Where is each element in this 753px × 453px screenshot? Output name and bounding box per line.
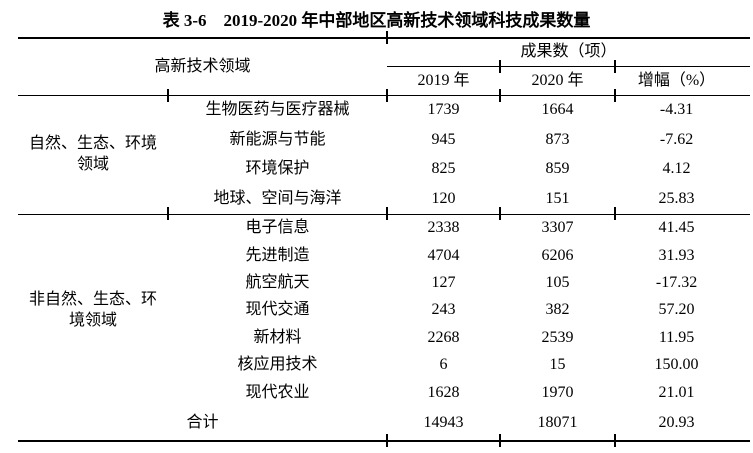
- header-results-group: 成果数（项）: [387, 38, 751, 67]
- value-growth: -7.62: [659, 130, 694, 148]
- value-growth: 25.83: [615, 184, 751, 215]
- field-cell: 现代农业: [245, 383, 310, 401]
- value-2020: 1970: [541, 383, 574, 401]
- grid-tick: [167, 207, 169, 220]
- field-cell: 航空航天: [245, 274, 310, 292]
- value-2020: 873: [545, 130, 570, 148]
- value-2019: 825: [431, 160, 456, 178]
- table-row: 核应用技术 6 15 150.00: [18, 352, 750, 379]
- table-caption: 表 3-6 2019-2020 年中部地区高新技术领域科技成果数量: [162, 11, 591, 30]
- value-2019: 243: [431, 301, 456, 319]
- grid-tick: [614, 89, 616, 102]
- header-2019: 2019 年: [387, 66, 501, 96]
- value-2020: 15: [549, 356, 566, 374]
- value-growth: -17.32: [655, 274, 698, 292]
- value-2019: 6: [439, 356, 448, 374]
- value-2019: 945: [431, 130, 456, 148]
- value-2020: 6206: [541, 246, 574, 264]
- table-row: 地球、空间与海洋 120 151 25.83: [18, 184, 751, 215]
- group-label-natural: 自然、生态、环境 领域: [18, 95, 168, 215]
- field-cell: 新能源与节能: [229, 130, 326, 148]
- group-label-non-natural: 非自然、生态、环 境领域: [28, 291, 157, 329]
- field-cell: 新材料: [253, 328, 302, 346]
- field-cell: 生物医药与医疗器械: [205, 101, 350, 119]
- grid-tick: [614, 434, 616, 447]
- table-row: 航空航天 127 105 -17.32: [18, 270, 750, 297]
- header-growth: 增幅（%）: [615, 66, 751, 96]
- value-growth: 11.95: [658, 328, 695, 346]
- value-2020: 3307: [541, 219, 574, 237]
- value-growth: 21.01: [658, 383, 695, 401]
- table-row: 新材料 2268 2539 11.95: [18, 325, 750, 352]
- grid-tick: [386, 434, 388, 447]
- grid-tick: [499, 207, 501, 220]
- table-row: 非自然、生态、环 境领域 电子信息 2338 3307 41.45: [18, 215, 750, 329]
- field-cell: 地球、空间与海洋: [168, 184, 388, 215]
- field-cell: 现代交通: [245, 301, 310, 319]
- value-2020: 859: [545, 160, 570, 178]
- field-cell: 电子信息: [245, 219, 310, 237]
- grid-tick: [614, 60, 616, 73]
- value-2019: 2268: [427, 328, 460, 346]
- value-growth: 57.20: [658, 301, 695, 319]
- total-row: 合计 14943 18071 20.93: [18, 407, 750, 441]
- value-growth: -4.31: [659, 101, 694, 119]
- header-2020: 2020 年: [500, 66, 616, 96]
- value-2019: 4704: [427, 246, 460, 264]
- grid-tick: [386, 207, 388, 220]
- value-2020: 151: [500, 184, 616, 215]
- value-2020: 382: [545, 301, 570, 319]
- value-growth: 41.45: [658, 219, 695, 237]
- value-growth: 4.12: [662, 160, 691, 178]
- grid-tick: [167, 89, 169, 102]
- field-cell: 环境保护: [245, 160, 310, 178]
- table-row: 先进制造 4704 6206 31.93: [18, 242, 750, 269]
- value-2019: 120: [387, 184, 501, 215]
- grid-tick: [386, 89, 388, 102]
- header-field-group: 高新技术领域: [18, 38, 388, 96]
- total-label: 合计: [186, 413, 219, 431]
- value-2019: 1628: [427, 383, 460, 401]
- value-growth: 150.00: [654, 356, 699, 374]
- value-2020: 2539: [541, 328, 574, 346]
- header-row-2: 2019 年 2020 年 增幅（%）: [18, 66, 751, 96]
- table-row: 自然、生态、环境 领域 生物医药与医疗器械 1739 1664 -4.31: [18, 95, 750, 215]
- value-2019: 2338: [427, 219, 460, 237]
- table-row: 现代交通 243 382 57.20: [18, 297, 750, 324]
- grid-tick: [499, 89, 501, 102]
- table-row: 现代农业 1628 1970 21.01: [18, 379, 750, 406]
- table-row: 环境保护 825 859 4.12: [18, 155, 750, 185]
- value-growth: 31.93: [658, 246, 695, 264]
- total-growth: 20.93: [658, 413, 695, 431]
- table-row: 新能源与节能 945 873 -7.62: [18, 126, 750, 156]
- header-row-1: 高新技术领域 成果数（项）: [18, 38, 751, 96]
- value-2019: 127: [431, 274, 456, 292]
- total-2019: 14943: [423, 413, 464, 431]
- field-cell: 核应用技术: [237, 356, 318, 374]
- value-2020: 105: [545, 274, 570, 292]
- value-2020: 1664: [541, 101, 574, 119]
- total-2020: 18071: [537, 413, 578, 431]
- grid-tick: [614, 207, 616, 220]
- grid-tick: [499, 434, 501, 447]
- grid-tick: [499, 60, 501, 73]
- field-cell: 先进制造: [245, 246, 310, 264]
- value-2019: 1739: [427, 101, 460, 119]
- grid-tick: [386, 31, 388, 44]
- achievements-table: 高新技术领域 成果数（项） 2019 年 2020 年 增幅（%） 自然、生态、…: [18, 37, 751, 442]
